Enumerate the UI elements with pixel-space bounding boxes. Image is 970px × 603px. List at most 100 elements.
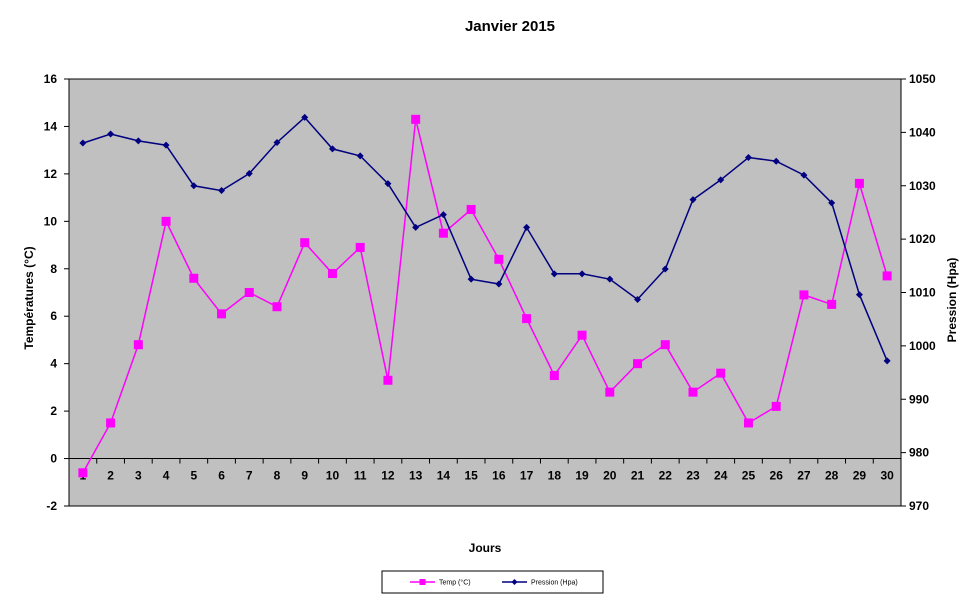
x-tick-label: 13 (409, 469, 423, 483)
left-tick-label: 0 (50, 452, 57, 466)
left-tick-label: 4 (50, 357, 57, 371)
right-tick-label: 1020 (909, 232, 936, 246)
x-tick-label: 24 (714, 469, 728, 483)
series-2-point (578, 270, 586, 278)
left-tick-label: 12 (44, 167, 58, 181)
series-layer (78, 113, 892, 478)
series-1-point (799, 290, 809, 300)
x-tick-label: 29 (853, 469, 867, 483)
series-2-point (744, 153, 752, 161)
series-2-point (162, 141, 170, 149)
series-2-point (523, 223, 531, 231)
series-1-point (78, 468, 88, 478)
series-1-point (244, 288, 254, 297)
series-2-point (550, 270, 558, 278)
series-1-point (882, 271, 892, 281)
legend: Temp (°C) Pression (Hpa) (381, 570, 604, 594)
x-tick-label: 14 (437, 469, 451, 483)
plot-area (68, 78, 902, 507)
right-tick-label: 1040 (909, 125, 936, 139)
x-tick-label: 20 (603, 469, 617, 483)
series-2-point (661, 265, 669, 273)
series-line-2 (82, 116, 888, 362)
left-tick-label: 2 (50, 404, 57, 418)
legend-marker-1 (419, 579, 426, 585)
left-tick-label: 14 (44, 119, 58, 133)
series-2-point (634, 295, 642, 303)
series-2-point (439, 211, 447, 219)
series-1-point (438, 228, 448, 238)
series-2-point (328, 145, 336, 153)
series-2-point (883, 357, 891, 365)
x-tick-label: 18 (548, 469, 562, 483)
x-axis-title: Jours (469, 541, 502, 555)
series-1-point (355, 242, 365, 252)
series-2-point (689, 196, 697, 204)
x-tick-label: 5 (190, 469, 197, 483)
series-2-point (606, 275, 614, 283)
series-1-point (217, 309, 227, 319)
legend-box (381, 570, 604, 594)
series-1-point (327, 269, 337, 279)
right-tick-label: 1050 (909, 72, 936, 86)
x-tick-label: 4 (163, 469, 170, 483)
right-tick-label: 970 (909, 499, 929, 513)
x-tick-label: 23 (686, 469, 700, 483)
x-tick-label: 16 (492, 469, 506, 483)
series-1-point (411, 114, 421, 124)
series-2-point (495, 280, 503, 288)
series-1-point (106, 418, 116, 428)
series-1-point (522, 314, 532, 324)
series-2-point (107, 130, 115, 138)
series-1-point (300, 238, 310, 248)
x-tick-label: 22 (659, 469, 673, 483)
right-tick-label: 980 (909, 446, 929, 460)
series-1-point (688, 387, 698, 397)
x-axis: 1234567891011121314151617181920212223242… (68, 458, 902, 483)
right-tick-label: 990 (909, 392, 929, 406)
series-2-point (356, 152, 364, 160)
x-tick-label: 19 (575, 469, 589, 483)
series-2-point (772, 157, 780, 165)
x-tick-label: 26 (770, 469, 784, 483)
series-2-point (134, 137, 142, 145)
series-1-point (660, 340, 670, 350)
series-line-1 (82, 119, 888, 474)
chart-title: Janvier 2015 (465, 18, 555, 35)
series-2-point (190, 182, 198, 190)
right-axis: 970 980 990 1000 1010 1020 1030 1040 1050 (901, 72, 936, 513)
series-1-point (716, 368, 726, 378)
series-2-point (79, 139, 87, 147)
series-2-point (412, 223, 420, 231)
series-1-point (466, 204, 476, 214)
series-1-point (577, 330, 587, 340)
series-2-point (218, 187, 226, 195)
left-axis: -2 0 2 4 6 8 10 12 14 16 (44, 72, 69, 513)
series-2-point (800, 171, 808, 179)
series-1-point (161, 216, 171, 226)
series-2-point (717, 176, 725, 184)
series-1-point (633, 359, 643, 369)
left-tick-label: 10 (44, 214, 58, 228)
x-tick-label: 25 (742, 469, 756, 483)
left-tick-label: 8 (50, 262, 57, 276)
right-tick-label: 1030 (909, 179, 936, 193)
x-tick-label: 10 (326, 469, 340, 483)
series-1-point (133, 340, 143, 350)
series-2-point (467, 275, 475, 283)
right-tick-label: 1000 (909, 339, 936, 353)
series-1-point (743, 418, 753, 428)
x-tick-label: 12 (381, 469, 395, 483)
left-tick-label: -2 (46, 499, 57, 513)
series-1-point (383, 375, 393, 385)
x-tick-label: 9 (301, 469, 308, 483)
series-1-point (854, 178, 864, 188)
x-tick-label: 15 (464, 469, 478, 483)
legend-label-1: Temp (°C) (439, 579, 471, 587)
series-1-point (771, 401, 781, 411)
legend-label-2: Pression (Hpa) (531, 580, 578, 587)
series-2-point (301, 113, 309, 121)
series-2-point (855, 291, 863, 299)
x-tick-label: 7 (246, 469, 253, 483)
